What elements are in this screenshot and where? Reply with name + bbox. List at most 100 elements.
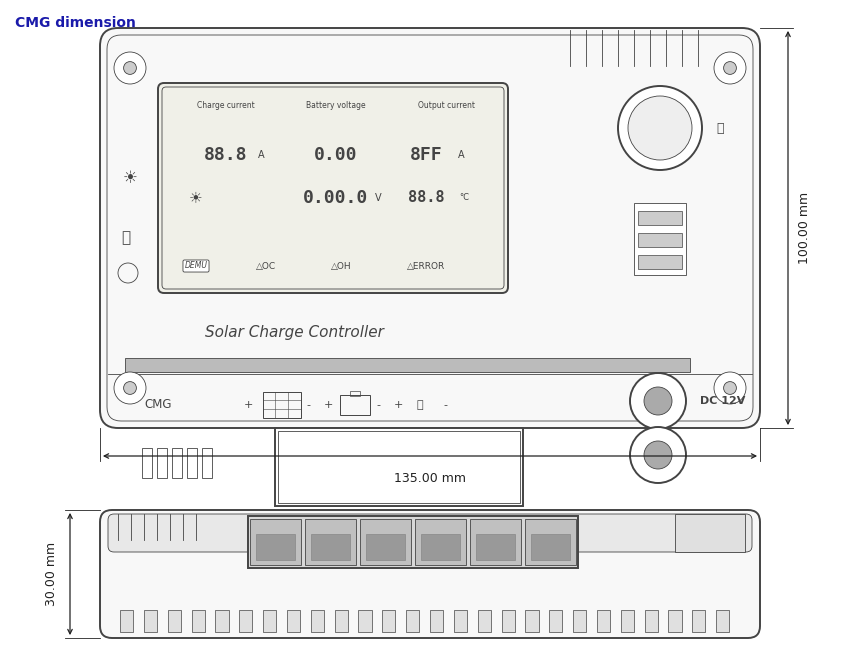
Bar — [340, 395, 370, 415]
Bar — [360, 519, 411, 565]
Circle shape — [630, 427, 686, 483]
Bar — [415, 519, 466, 565]
Bar — [215, 610, 228, 632]
Bar — [573, 610, 586, 632]
Text: ☀: ☀ — [189, 190, 203, 206]
Bar — [454, 610, 467, 632]
Bar — [620, 610, 634, 632]
Text: -: - — [376, 400, 380, 410]
Text: △OC: △OC — [256, 262, 276, 270]
Bar — [142, 448, 152, 478]
Circle shape — [124, 61, 137, 75]
Circle shape — [644, 387, 672, 415]
Bar — [263, 392, 301, 418]
Text: △OH: △OH — [330, 262, 352, 270]
FancyBboxPatch shape — [158, 83, 508, 293]
Bar — [525, 610, 539, 632]
FancyBboxPatch shape — [100, 510, 760, 638]
Bar — [668, 610, 682, 632]
Circle shape — [618, 86, 702, 170]
Text: △ERROR: △ERROR — [407, 262, 445, 270]
Bar — [168, 610, 180, 632]
Bar — [692, 610, 706, 632]
Text: CMG: CMG — [144, 398, 172, 412]
Bar — [305, 519, 356, 565]
Bar — [531, 534, 570, 560]
Bar — [239, 610, 252, 632]
Bar — [638, 255, 682, 269]
Text: CMG dimension: CMG dimension — [15, 16, 136, 30]
Text: 88.8: 88.8 — [408, 190, 444, 206]
Bar — [430, 610, 443, 632]
Text: DEMU: DEMU — [185, 262, 207, 270]
Text: 100.00 mm: 100.00 mm — [798, 192, 811, 264]
Text: 135.00 mm: 135.00 mm — [394, 472, 466, 485]
Text: Solar Charge Controller: Solar Charge Controller — [205, 326, 384, 340]
Bar — [502, 610, 515, 632]
Bar — [248, 516, 578, 568]
Bar — [275, 428, 523, 506]
Text: 0.00: 0.00 — [314, 146, 357, 164]
Text: A: A — [458, 150, 464, 160]
Text: 🛵: 🛵 — [121, 230, 131, 246]
Bar — [717, 610, 729, 632]
Bar — [120, 610, 133, 632]
Bar — [187, 448, 197, 478]
Circle shape — [723, 382, 737, 394]
Text: °C: °C — [459, 194, 469, 202]
Bar — [157, 448, 167, 478]
Bar — [256, 534, 295, 560]
Circle shape — [124, 382, 137, 394]
Text: Charge current: Charge current — [197, 101, 255, 109]
Bar — [366, 534, 405, 560]
Bar — [406, 610, 419, 632]
Bar — [263, 610, 277, 632]
Bar — [202, 448, 212, 478]
Bar — [311, 610, 324, 632]
Bar — [421, 534, 460, 560]
FancyBboxPatch shape — [100, 28, 760, 428]
Circle shape — [723, 61, 737, 75]
Bar — [645, 610, 658, 632]
Text: +: + — [394, 400, 403, 410]
Bar — [634, 203, 686, 275]
Text: -: - — [306, 400, 310, 410]
Bar — [470, 519, 521, 565]
Circle shape — [714, 52, 746, 84]
Bar — [597, 610, 610, 632]
Text: ⏻: ⏻ — [717, 121, 724, 135]
Bar — [350, 391, 360, 396]
Bar — [250, 519, 301, 565]
Text: 0.00.0: 0.00.0 — [303, 189, 368, 207]
Bar — [144, 610, 157, 632]
Bar — [550, 610, 562, 632]
Circle shape — [714, 372, 746, 404]
Bar — [172, 448, 182, 478]
Bar — [525, 519, 576, 565]
Text: DC 12V: DC 12V — [700, 396, 745, 406]
Text: -: - — [443, 400, 447, 410]
Bar — [478, 610, 491, 632]
Bar — [675, 514, 745, 552]
Text: 88.8: 88.8 — [204, 146, 248, 164]
Text: 30.00 mm: 30.00 mm — [45, 542, 58, 606]
Bar — [191, 610, 205, 632]
Bar — [638, 211, 682, 225]
Text: 8FF: 8FF — [410, 146, 443, 164]
Text: +: + — [324, 400, 333, 410]
Circle shape — [114, 372, 146, 404]
Bar — [278, 431, 520, 503]
Bar — [476, 534, 515, 560]
Text: V: V — [374, 193, 381, 203]
Text: +: + — [244, 400, 253, 410]
Bar — [125, 358, 690, 372]
Text: Output current: Output current — [417, 101, 475, 109]
Circle shape — [644, 441, 672, 469]
Circle shape — [628, 96, 692, 160]
Text: A: A — [258, 150, 265, 160]
Circle shape — [630, 373, 686, 429]
Bar — [638, 233, 682, 247]
Bar — [287, 610, 300, 632]
Text: ☀: ☀ — [122, 169, 137, 187]
Bar — [358, 610, 372, 632]
